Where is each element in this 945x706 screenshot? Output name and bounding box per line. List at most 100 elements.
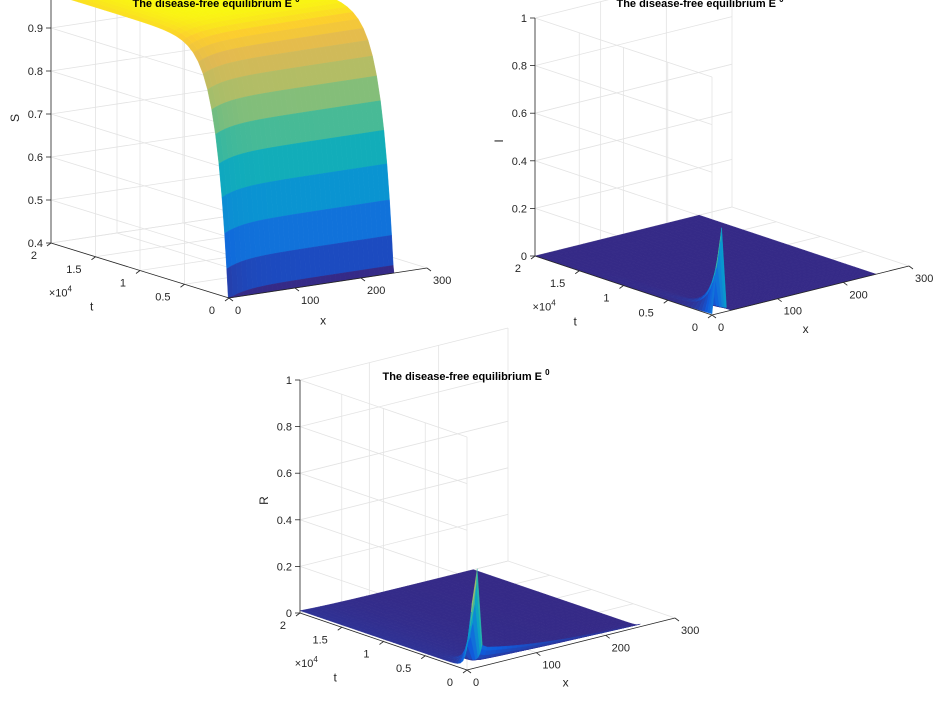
chart-title-text: The disease-free equilibrium E: [616, 0, 779, 10]
x-tick-label: 0: [718, 322, 724, 334]
x-axis-label: x: [563, 676, 569, 690]
z-tick-label: 0.2: [277, 561, 292, 573]
surface-patch: [388, 265, 395, 274]
gridline: [299, 420, 509, 474]
t-tick-mark: [180, 283, 185, 288]
z-tick-label: 0.6: [277, 468, 292, 480]
chart-title: The disease-free equilibrium E 0: [382, 368, 550, 383]
x-axis-label: x: [320, 314, 326, 328]
z-tick-label: 1: [521, 13, 527, 25]
x-tick-mark: [908, 265, 914, 270]
z-tick-label: 0.8: [512, 61, 527, 73]
z-tick-label: 0.4: [28, 238, 43, 250]
gridline: [50, 169, 250, 201]
t-tick-label: 2: [31, 250, 37, 262]
x-tick-mark: [605, 635, 610, 639]
x-tick-mark: [466, 669, 472, 674]
t-tick-mark: [530, 255, 536, 260]
chart-panel-r: 010020030000.511.5200.20.40.60.81×104xtR…: [257, 327, 699, 690]
x-tick-label: 0: [473, 677, 479, 689]
x-tick-mark: [426, 267, 432, 272]
t-tick-mark: [575, 270, 580, 275]
x-tick-label: 200: [612, 642, 630, 654]
t-tick-label: 1: [363, 649, 369, 661]
x-tick-mark: [360, 277, 366, 282]
t-tick-mark: [46, 242, 52, 247]
t-tick-mark: [135, 270, 141, 274]
gridline: [299, 467, 509, 521]
t-tick-mark: [707, 314, 713, 319]
chart-title-superscript: 0: [545, 368, 550, 377]
chart-title: The disease-free equilibrium E 0: [132, 0, 300, 10]
z-tick-label: 0.8: [277, 422, 292, 434]
z-axis-label: I: [492, 139, 506, 142]
x-axis-line: [466, 617, 676, 671]
z-tick-label: 0.8: [28, 66, 43, 78]
x-tick-mark: [674, 617, 680, 622]
chart-title-superscript: 0: [779, 0, 784, 4]
t-tick-label: 2: [515, 263, 521, 275]
t-exponent-power: 4: [313, 655, 318, 664]
t-exponent-label: ×104: [295, 655, 319, 670]
z-tick-label: 0: [286, 608, 292, 620]
t-tick-mark: [337, 626, 342, 631]
z-tick-label: 0: [521, 251, 527, 263]
z-tick-label: 0.6: [28, 152, 43, 164]
x-axis-line: [711, 265, 910, 316]
t-tick-label: 0.5: [155, 291, 170, 303]
t-tick-label: 0: [209, 305, 215, 317]
chart-title-text: The disease-free equilibrium E: [382, 371, 545, 383]
x-axis-label: x: [803, 322, 809, 336]
x-axis-line: [228, 267, 428, 299]
t-exponent-label: ×104: [533, 299, 557, 314]
t-tick-label: 0: [692, 322, 698, 334]
t-axis-label: t: [90, 300, 94, 314]
z-tick-label: 0.6: [512, 108, 527, 120]
z-tick-label: 0.7: [28, 109, 43, 121]
x-tick-mark: [536, 652, 541, 656]
t-tick-label: 1.5: [66, 264, 81, 276]
x-tick-label: 200: [367, 285, 385, 297]
t-tick-label: 1.5: [312, 634, 327, 646]
gridline: [299, 374, 509, 427]
t-tick-label: 1: [603, 293, 609, 305]
t-axis-label: t: [574, 315, 578, 329]
z-tick-label: 0.4: [512, 156, 527, 168]
z-tick-label: 0.5: [28, 195, 43, 207]
gridline: [534, 111, 733, 162]
t-tick-mark: [619, 285, 624, 289]
chart-title-text: The disease-free equilibrium E: [132, 0, 295, 10]
x-tick-label: 300: [915, 273, 933, 285]
x-tick-label: 0: [235, 305, 241, 317]
t-exponent-base: ×10: [533, 302, 552, 314]
surface-patch: [252, 287, 259, 295]
x-tick-mark: [777, 298, 782, 302]
chart-panel-i: 010020030000.511.5200.20.40.60.81×104xtI…: [492, 0, 933, 336]
gridline: [299, 514, 509, 567]
x-tick-mark: [294, 287, 300, 292]
x-tick-label: 300: [433, 275, 451, 287]
t-exponent-power: 4: [68, 284, 73, 293]
t-tick-label: 0: [447, 677, 453, 689]
t-tick-mark: [295, 612, 301, 617]
z-axis-label: R: [257, 496, 271, 505]
x-tick-label: 100: [784, 306, 802, 318]
surface-patch: [634, 623, 641, 626]
t-tick-mark: [421, 655, 426, 660]
gridline: [534, 16, 733, 66]
gridline: [534, 159, 733, 209]
x-tick-mark: [843, 282, 848, 286]
gridline: [534, 63, 733, 114]
chart-title: The disease-free equilibrium E 0: [616, 0, 784, 10]
chart-panel-s: 010020030000.511.520.40.50.60.70.80.91×1…: [8, 0, 451, 328]
x-tick-mark: [228, 297, 234, 302]
x-tick-label: 100: [301, 295, 319, 307]
z-tick-label: 0.2: [512, 203, 527, 215]
z-tick-label: 1: [286, 375, 292, 387]
t-axis-label: t: [334, 671, 338, 685]
t-tick-label: 1: [120, 278, 126, 290]
t-tick-label: 2: [280, 620, 286, 632]
t-exponent-label: ×104: [49, 284, 73, 299]
x-tick-label: 200: [849, 289, 867, 301]
